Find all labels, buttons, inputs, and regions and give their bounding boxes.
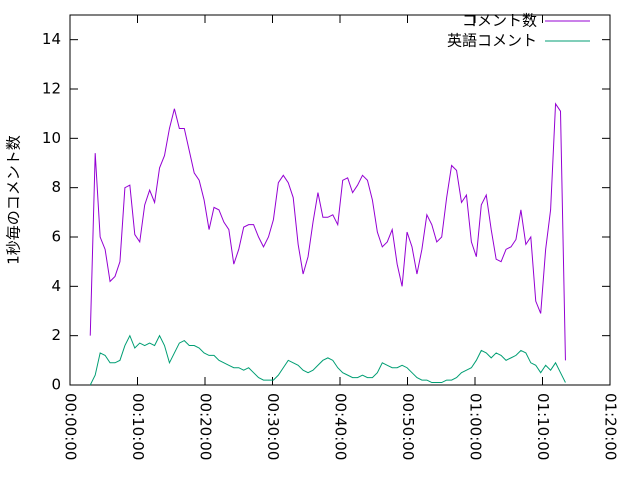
y-tick-label: 14 (42, 30, 61, 48)
x-tick-label: 01:20:00 (602, 393, 620, 460)
legend-label: 英語コメント (447, 32, 537, 50)
x-tick-label: 00:10:00 (129, 393, 147, 460)
x-tick-label: 00:00:00 (62, 393, 80, 460)
series-line (89, 334, 566, 386)
legend-label: コメント数 (462, 12, 537, 30)
x-tick-label: 01:10:00 (534, 393, 552, 460)
y-tick-label: 0 (51, 376, 61, 394)
y-tick-label: 4 (51, 277, 61, 295)
x-tick-label: 01:00:00 (467, 393, 485, 460)
x-tick-label: 00:20:00 (197, 393, 215, 460)
y-tick-label: 2 (51, 326, 61, 344)
y-tick-label: 6 (51, 228, 61, 246)
x-tick-label: 00:30:00 (264, 393, 282, 460)
x-tick-label: 00:50:00 (399, 393, 417, 460)
y-tick-label: 8 (51, 178, 61, 196)
x-tick-label: 00:40:00 (332, 393, 350, 460)
series-line (89, 102, 566, 361)
y-tick-label: 12 (42, 80, 61, 98)
y-axis-label: 1秒毎のコメント数 (5, 135, 23, 265)
y-tick-label: 10 (42, 129, 61, 147)
plot-border (69, 14, 611, 386)
